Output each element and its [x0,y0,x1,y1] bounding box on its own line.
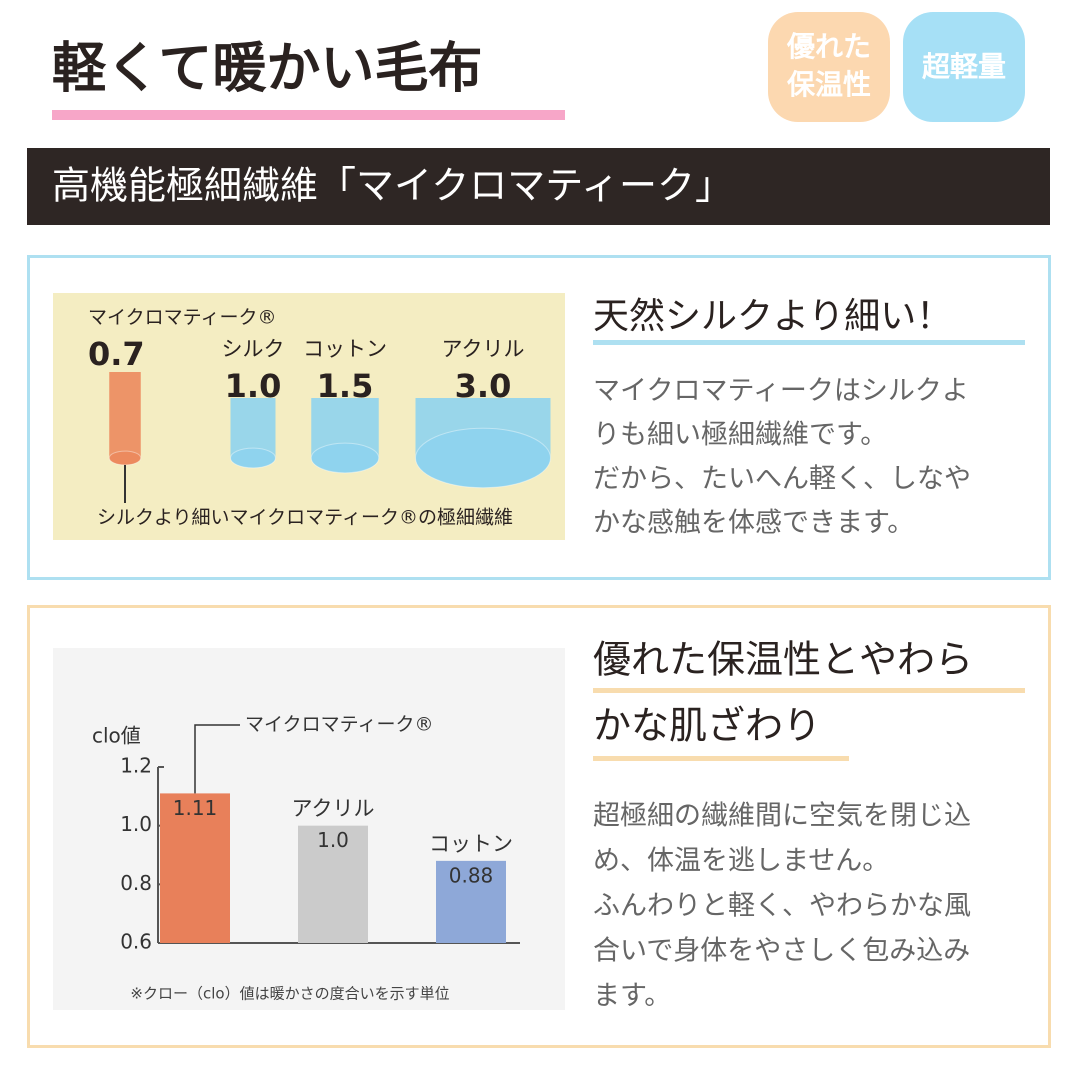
fiber-value: 1.5 [317,367,374,405]
fiber-name: シルク [222,337,285,361]
heading-underline [593,340,1025,345]
bar-value-label: 1.0 [317,828,349,852]
badge [768,12,890,122]
y-tick-label: 0.8 [120,871,152,895]
body-text: だから、たいへん軽く、しなや [593,464,971,495]
body-text: ふんわりと軽く、やわらかな風 [593,891,971,922]
fiber-end [108,450,142,466]
section-box [27,255,1051,580]
category-label: マイクロマティーク® [245,714,433,736]
body-text: 超極細の繊維間に空気を閉じ込 [593,801,971,832]
fiber-end [415,427,551,489]
leader-line [194,724,240,794]
badge-text: 優れた [786,30,871,63]
bar [436,860,506,943]
badge [903,12,1025,122]
fiber-name: コットン [303,337,387,361]
category-label: コットン [429,832,513,856]
bar-value-label: 1.11 [173,796,218,820]
bar [160,793,230,943]
y-tick-label: 1.2 [120,754,152,778]
body-text: ます。 [593,981,671,1012]
bar [298,825,368,943]
y-tick-label: 1.0 [120,812,152,836]
figure-caption: シルクより細いマイクロマティーク®の極細繊維 [97,507,513,529]
badge-text: 超軽量 [922,50,1006,83]
badge-text: 保温性 [787,68,871,101]
heading-underline [593,756,849,761]
chart-note: ※クロー（clo）値は暖かさの度合いを示す単位 [130,985,449,1003]
fiber-name: マイクロマティーク® [88,307,276,329]
banner [27,148,1050,225]
body-text: りも細い極細繊維です。 [593,420,887,451]
section-box [27,605,1051,1048]
body-text: め、体温を逃しません。 [593,846,889,877]
banner-text: 高機能極細繊維「マイクロマティーク」 [52,164,733,208]
body-text: 合いで身体をやさしく包み込み [593,936,970,967]
heading: 天然シルクより細い！ [593,296,952,337]
body-text: かな感触を体感できます。 [593,508,914,539]
category-label: アクリル [292,797,375,821]
fiber-cylinder [109,372,141,458]
fiber-value: 1.0 [225,367,282,405]
heading: かな肌ざわり [593,704,821,748]
fiber-cylinder [230,398,276,458]
fiber-end [230,447,276,469]
body-text: マイクロマティークはシルクよ [593,376,969,407]
y-axis-label: clo値 [92,724,141,748]
y-tick-label: 0.6 [120,930,152,954]
heading: 優れた保温性とやわら [593,638,973,682]
heading-underline [593,688,1025,693]
title-underline [52,110,565,120]
title: 軽くて暖かい毛布 [52,37,482,100]
fiber-value: 0.7 [88,335,145,373]
bar-value-label: 0.88 [449,863,494,887]
fiber-value: 3.0 [455,367,512,405]
fiber-end [310,442,380,474]
fiber-name: アクリル [442,337,525,361]
